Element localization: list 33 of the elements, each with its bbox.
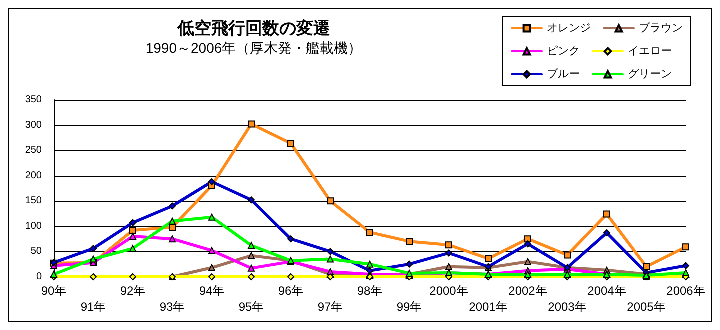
legend-label: イエロー — [628, 46, 672, 58]
y-tick-label: 100 — [25, 220, 42, 232]
x-tick-label: 96年 — [278, 284, 304, 298]
legend-label: ピンク — [547, 46, 580, 58]
y-tick-label: 50 — [30, 246, 42, 258]
y-tick-label: 200 — [25, 170, 42, 182]
x-tick-label: 92年 — [120, 284, 146, 298]
x-tick-label: 2003年 — [548, 300, 587, 314]
x-tick-label: 94年 — [199, 284, 225, 298]
x-tick-label: 98年 — [357, 284, 383, 298]
x-tick-label: 95年 — [238, 300, 264, 314]
x-tick-label: 2004年 — [588, 284, 626, 298]
x-tick-label: 93年 — [160, 300, 186, 314]
x-tick-label: 97年 — [318, 300, 344, 314]
legend-label: オレンジ — [547, 22, 591, 34]
x-tick-label: 2005年 — [627, 300, 666, 314]
y-tick-label: 250 — [25, 145, 42, 156]
legend-label: グリーン — [628, 68, 672, 80]
y-tick-label: 300 — [25, 120, 42, 131]
x-tick-label: 91年 — [80, 300, 106, 314]
x-tick-label: 2006年 — [666, 284, 706, 298]
y-tick-label: 150 — [25, 196, 42, 207]
chart-title: 低空飛行回数の変遷 — [176, 19, 330, 38]
chart-subtitle: 1990～2006年（厚木発・艦載機） — [146, 40, 362, 56]
x-tick-label: 2002年 — [508, 284, 548, 298]
legend-label: ブラウン — [639, 22, 683, 34]
y-tick-label: 0 — [36, 272, 42, 282]
x-tick-label: 99年 — [396, 300, 422, 314]
x-tick-label: 2000年 — [430, 284, 468, 298]
x-tick-label: 2001年 — [469, 300, 508, 314]
legend-label: ブルー — [547, 68, 580, 80]
x-tick-label: 90年 — [41, 284, 67, 298]
y-tick-label: 350 — [25, 94, 42, 106]
